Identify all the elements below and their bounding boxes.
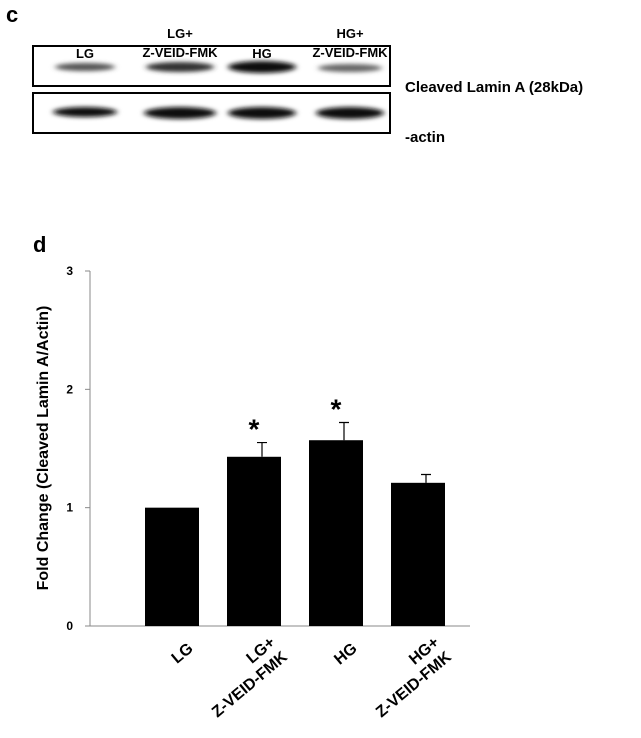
y-axis-label: Fold Change (Cleaved Lamin A/Actin)	[35, 306, 52, 591]
y-tick-label: 3	[66, 264, 73, 278]
error-bar	[257, 441, 267, 457]
panel-label: c	[6, 2, 18, 27]
y-tick-label: 1	[66, 501, 73, 515]
x-tick-label: HG	[331, 640, 360, 668]
error-bar	[421, 473, 431, 483]
significance-mark: *	[331, 393, 342, 424]
lane-label: HG+ Z-VEID-FMK	[312, 26, 388, 60]
x-tick-label: LG	[169, 640, 197, 667]
bar	[227, 456, 281, 626]
lane-label: LG	[76, 46, 94, 61]
y-tick-label: 2	[66, 382, 73, 396]
y-tick-label: 0	[66, 619, 73, 633]
lane-label: HG	[252, 46, 272, 61]
bar	[391, 482, 445, 626]
lane-label: LG+ Z-VEID-FMK	[142, 26, 218, 60]
bar	[145, 507, 199, 626]
blot-row-label: Cleaved Lamin A (28kDa)	[405, 79, 583, 96]
blot-row-label: -actin	[405, 129, 445, 146]
error-bar	[339, 421, 349, 441]
x-tick-label: HG+Z-VEID-FMK	[361, 634, 455, 721]
x-tick-label: LG+Z-VEID-FMK	[197, 634, 291, 721]
blot-bands	[53, 61, 384, 119]
significance-mark: *	[249, 414, 260, 445]
panel-label: d	[33, 232, 46, 257]
bar	[309, 440, 363, 626]
